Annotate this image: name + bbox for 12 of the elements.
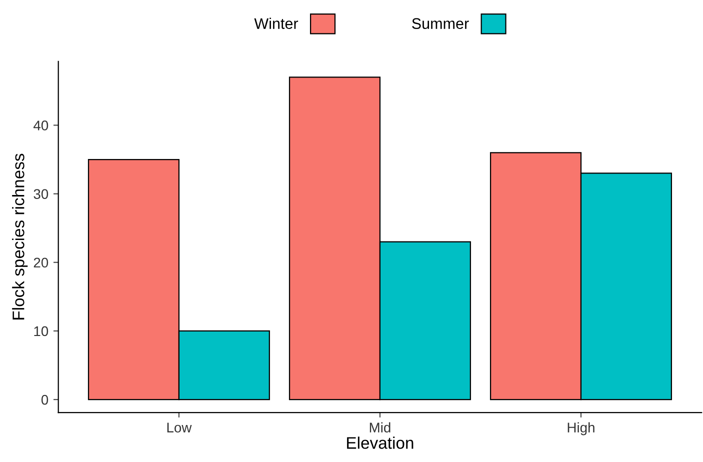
x-tick-label: Low (167, 422, 192, 432)
legend-label: Winter (254, 18, 298, 29)
y-axis-title: Flock species richness (12, 154, 28, 320)
y-tick-label: 0 (41, 394, 48, 405)
x-tick-label: High (568, 422, 594, 436)
y-tick-label: 40 (34, 120, 48, 130)
y-tick-label: 20 (34, 258, 48, 268)
legend-label: Summer (412, 18, 469, 29)
x-tick-label: Mid (370, 422, 390, 432)
y-tick-label: 30 (34, 189, 48, 199)
x-axis-title: Elevation (347, 436, 414, 449)
y-tick-label: 10 (34, 326, 48, 336)
